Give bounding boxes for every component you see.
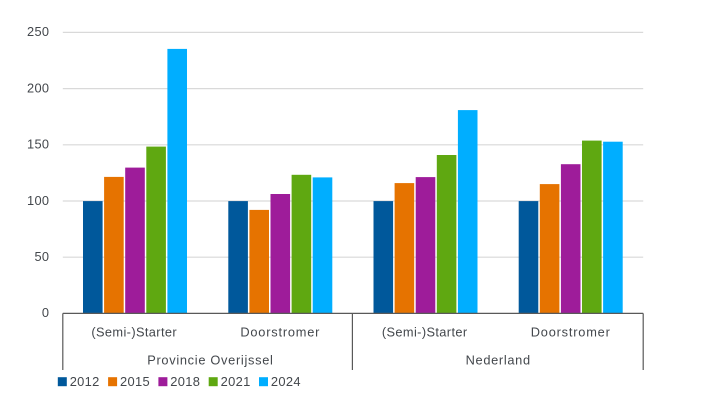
svg-text:100: 100 [27, 193, 49, 208]
svg-text:50: 50 [34, 249, 49, 264]
svg-text:200: 200 [27, 80, 49, 95]
svg-text:(Semi-)Starter: (Semi-)Starter [382, 325, 468, 340]
svg-text:150: 150 [27, 137, 49, 152]
svg-text:2015: 2015 [120, 374, 150, 389]
svg-text:Doorstromer: Doorstromer [240, 325, 320, 340]
svg-text:Doorstromer: Doorstromer [531, 325, 611, 340]
svg-text:0: 0 [42, 305, 49, 320]
svg-text:2024: 2024 [271, 374, 301, 389]
svg-text:(Semi-)Starter: (Semi-)Starter [91, 325, 177, 340]
svg-text:2018: 2018 [170, 374, 200, 389]
svg-text:2021: 2021 [221, 374, 251, 389]
svg-text:2012: 2012 [70, 374, 100, 389]
svg-text:Provincie Overijssel: Provincie Overijssel [147, 353, 273, 368]
svg-text:Nederland: Nederland [466, 353, 531, 368]
svg-text:250: 250 [27, 24, 49, 39]
